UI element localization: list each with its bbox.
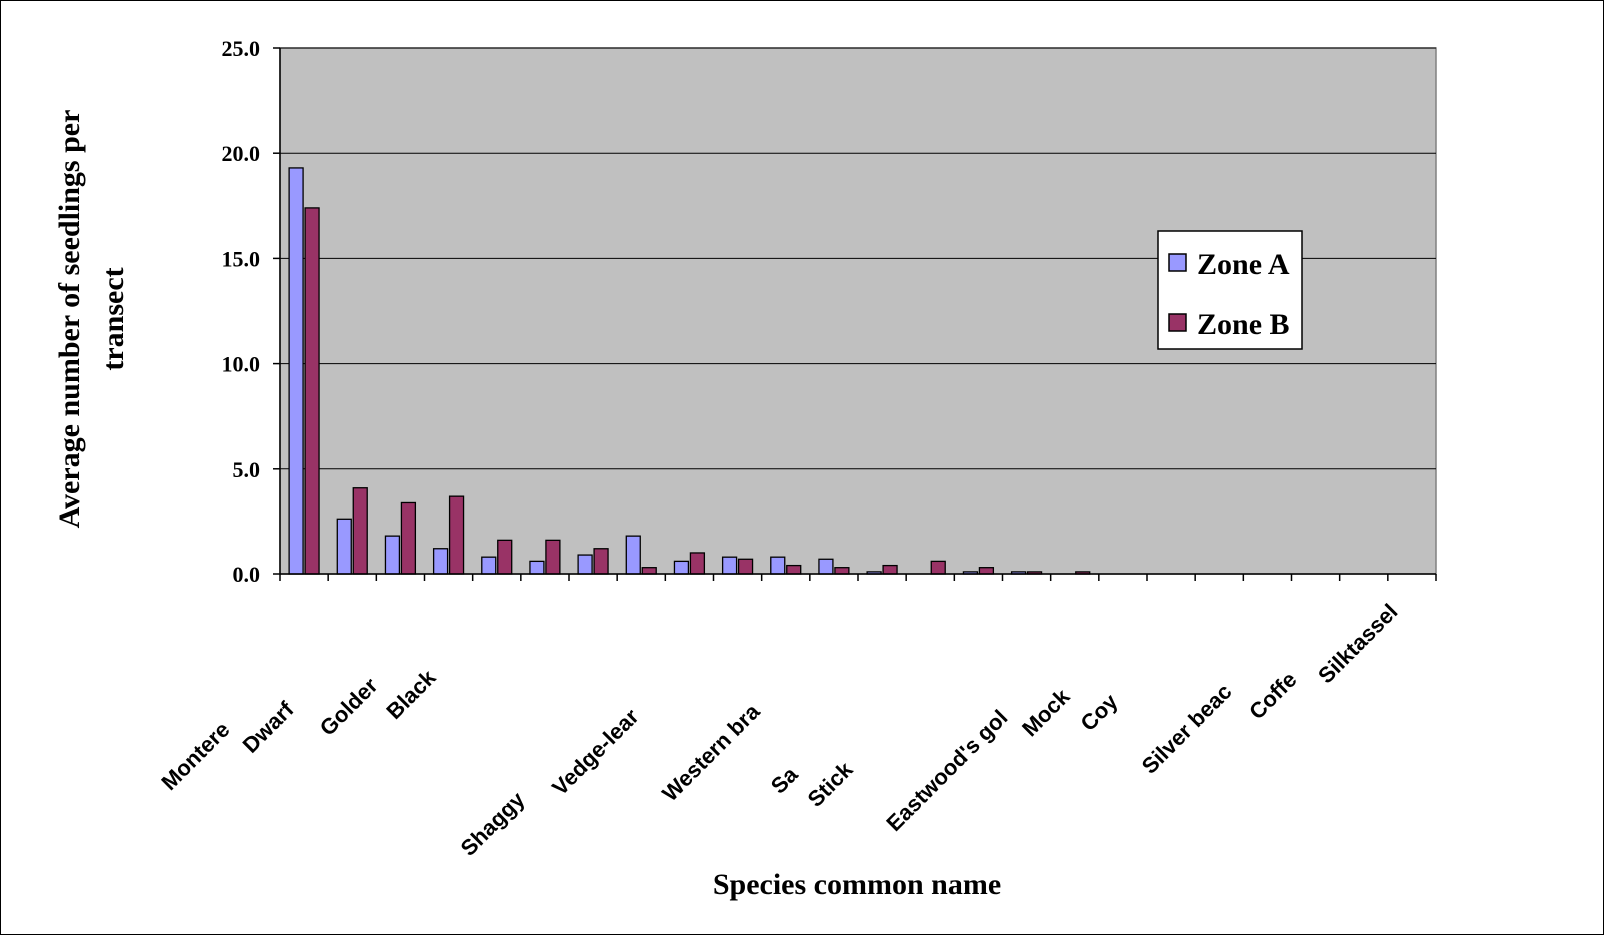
bar-zone-b [545, 539, 561, 575]
bar-zone-a [336, 518, 352, 575]
legend-label-zone-b: Zone B [1197, 308, 1290, 341]
bar-zone-a [770, 556, 786, 575]
y-axis-title-line: Average number of seedlings per [53, 110, 86, 529]
x-tick-label: Western bra [657, 698, 765, 806]
x-tick-label: Silver beac [1137, 679, 1237, 779]
x-tick-label: Sa [766, 761, 803, 798]
x-tick-label: Mock [1017, 683, 1075, 741]
y-tick-label: 20.0 [222, 141, 261, 166]
bar-zone-b [448, 495, 465, 575]
bar-zone-b [978, 567, 995, 575]
bar-zone-b [689, 552, 706, 575]
bar-zone-a [577, 554, 593, 575]
bar-zone-b [882, 564, 898, 575]
y-axis-title-line-2: transect [97, 267, 130, 370]
axes [273, 47, 1437, 581]
legend-swatch-zone-a [1168, 253, 1187, 272]
x-tick-label: Eastwood's gol [881, 705, 1012, 836]
y-tick-label: 15.0 [222, 246, 261, 271]
y-axis-title-line: transect [97, 267, 130, 370]
x-tick-label: Golder [315, 673, 383, 741]
bar-zone-a [625, 535, 641, 575]
y-tick-label: 25.0 [222, 36, 261, 61]
gridlines [280, 47, 1436, 470]
bar-zone-b [834, 567, 850, 575]
bar-zone-b [304, 207, 320, 575]
x-tick-label: Montere [156, 717, 234, 795]
bar-zone-a [384, 535, 401, 575]
bars [288, 167, 1091, 575]
y-tick-labels: 0.0 5.0 10.0 15.0 20.0 25.0 [222, 36, 261, 587]
legend-swatch-zone-b [1168, 313, 1187, 332]
x-axis-title: Species common name [713, 868, 1001, 901]
x-tick-label: Vedge-lear [547, 704, 644, 801]
bar-zone-b [352, 487, 368, 575]
bar-zone-b [593, 548, 609, 575]
x-tick-label: Coy [1075, 688, 1123, 736]
legend-label-zone-a: Zone A [1197, 248, 1290, 281]
bar-zone-b [400, 501, 417, 575]
bar-zone-b [641, 567, 657, 575]
bar-zone-a [818, 558, 834, 575]
y-tick-label: 5.0 [233, 457, 261, 482]
bar-zone-b [786, 564, 802, 575]
bar-zone-b [497, 539, 513, 575]
x-tick-label: Black [381, 664, 441, 724]
bar-zone-a [288, 167, 304, 575]
x-tick-label: Silktassel [1313, 599, 1402, 688]
x-tick-label: Stick [803, 756, 858, 811]
bar-zone-a [673, 560, 690, 575]
bar-zone-b [737, 558, 754, 575]
bar-zone-a [481, 556, 497, 575]
y-tick-label: 10.0 [222, 352, 261, 377]
bar-zone-a [529, 560, 545, 575]
bar-zone-a [432, 548, 449, 575]
bar-zone-b [930, 560, 946, 575]
legend: Zone A Zone B [1157, 230, 1303, 350]
x-tick-label: Dwarf [238, 696, 299, 757]
bar-zone-a [721, 556, 738, 575]
x-tick-label: Shaggy [456, 786, 530, 860]
x-tick-label: Coffe [1244, 667, 1301, 724]
y-axis-title-line-1: Average number of seedlings per [53, 110, 86, 529]
y-tick-label: 0.0 [233, 562, 261, 587]
